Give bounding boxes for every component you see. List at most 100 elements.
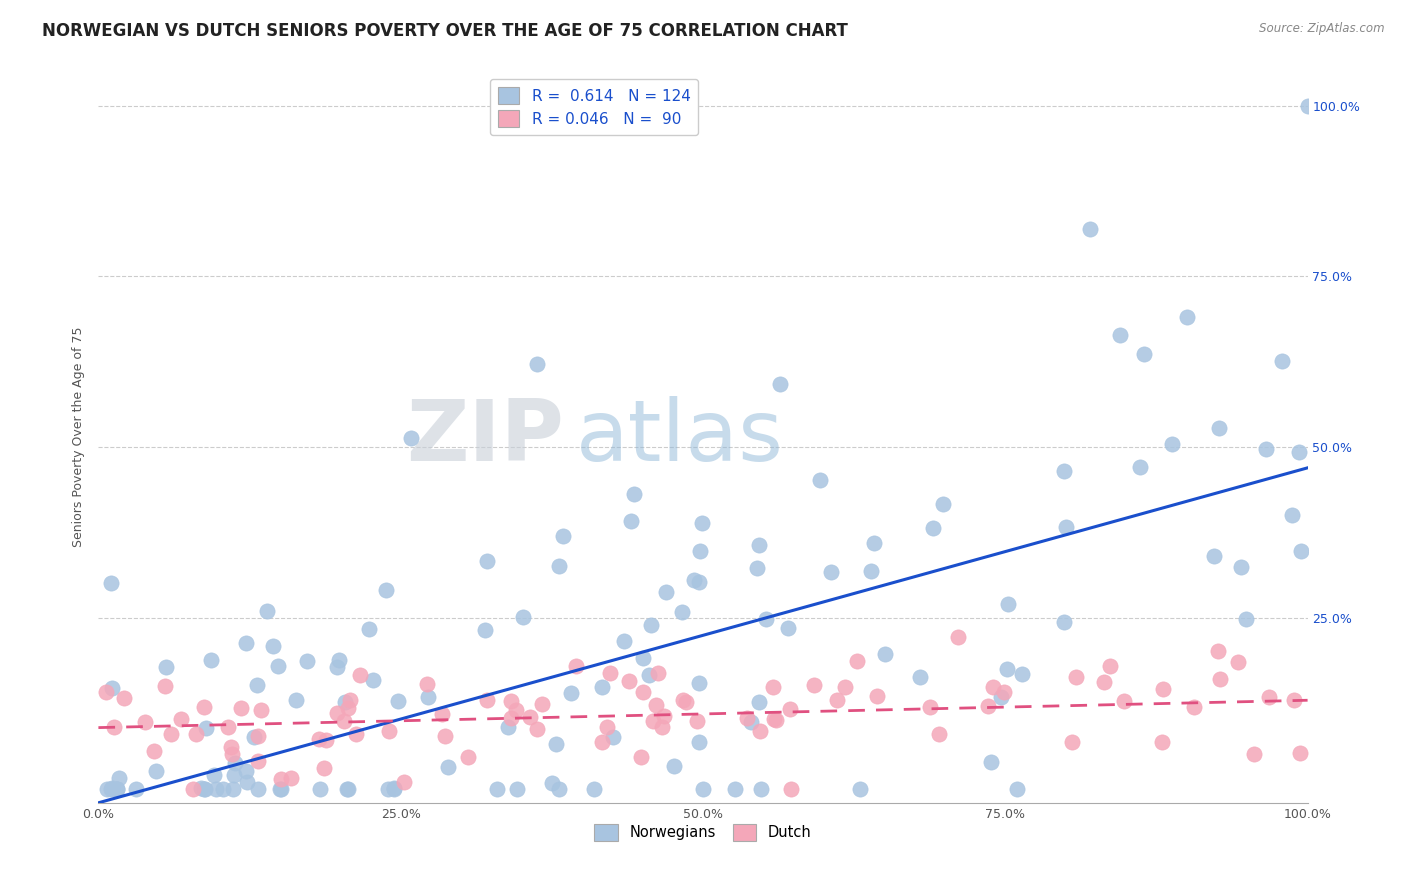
Point <box>100 681 122 695</box>
Point <box>382 781 405 796</box>
Point <box>582 782 605 797</box>
Point <box>190 781 212 796</box>
Point <box>1282 692 1305 706</box>
Point <box>1092 674 1115 689</box>
Point <box>501 694 523 708</box>
Point <box>246 678 269 692</box>
Point <box>748 695 770 709</box>
Point <box>505 703 527 717</box>
Point <box>155 659 177 673</box>
Point <box>560 686 582 700</box>
Point <box>526 722 548 736</box>
Point <box>1281 508 1303 523</box>
Point <box>295 654 318 668</box>
Point <box>1161 437 1184 451</box>
Point <box>1234 612 1257 626</box>
Point <box>541 775 564 789</box>
Point <box>1258 690 1281 704</box>
Point <box>250 703 273 717</box>
Point <box>399 431 422 445</box>
Point <box>1202 549 1225 563</box>
Point <box>918 700 941 714</box>
Point <box>748 538 770 552</box>
Point <box>531 698 554 712</box>
Point <box>392 775 415 789</box>
Point <box>134 714 156 729</box>
Point <box>1208 644 1230 658</box>
Point <box>256 604 278 618</box>
Point <box>779 702 801 716</box>
Point <box>834 680 856 694</box>
Point <box>749 724 772 739</box>
Point <box>654 585 676 599</box>
Point <box>875 647 897 661</box>
Point <box>270 772 292 787</box>
Point <box>105 782 128 797</box>
Point <box>1062 734 1084 748</box>
Legend: Norwegians, Dutch: Norwegians, Dutch <box>588 818 818 847</box>
Point <box>477 554 499 568</box>
Point <box>662 759 685 773</box>
Point <box>326 659 349 673</box>
Point <box>496 721 519 735</box>
Point <box>235 764 257 778</box>
Point <box>976 698 998 713</box>
Point <box>1243 747 1265 761</box>
Text: NORWEGIAN VS DUTCH SENIORS POVERTY OVER THE AGE OF 75 CORRELATION CHART: NORWEGIAN VS DUTCH SENIORS POVERTY OVER … <box>42 22 848 40</box>
Point <box>1011 667 1033 681</box>
Point <box>565 659 588 673</box>
Point <box>689 544 711 558</box>
Point <box>96 782 118 797</box>
Point <box>433 729 456 743</box>
Text: ZIP: ZIP <box>406 395 564 479</box>
Point <box>596 719 619 733</box>
Point <box>599 666 621 681</box>
Point <box>526 357 548 371</box>
Point <box>735 711 758 725</box>
Point <box>1108 327 1130 342</box>
Point <box>194 721 217 735</box>
Point <box>1254 442 1277 457</box>
Point <box>486 782 509 797</box>
Point <box>142 744 165 758</box>
Point <box>112 691 135 706</box>
Point <box>501 711 523 725</box>
Point <box>997 597 1019 611</box>
Point <box>1053 464 1076 478</box>
Point <box>314 761 336 775</box>
Y-axis label: Seniors Poverty Over the Age of 75: Seniors Poverty Over the Age of 75 <box>72 326 86 548</box>
Point <box>229 700 252 714</box>
Point <box>613 633 636 648</box>
Point <box>1152 682 1174 697</box>
Point <box>512 609 534 624</box>
Point <box>633 650 655 665</box>
Point <box>1271 354 1294 368</box>
Point <box>266 659 288 673</box>
Point <box>640 618 662 632</box>
Point <box>765 714 787 728</box>
Point <box>339 693 361 707</box>
Point <box>194 782 217 797</box>
Point <box>620 514 643 528</box>
Point <box>645 698 668 712</box>
Point <box>108 771 131 785</box>
Point <box>333 714 356 728</box>
Point <box>211 782 233 797</box>
Point <box>219 739 242 754</box>
Point <box>181 782 204 797</box>
Point <box>103 720 125 734</box>
Point <box>309 782 332 797</box>
Point <box>269 782 291 797</box>
Point <box>724 782 747 797</box>
Point <box>377 782 399 797</box>
Point <box>980 756 1002 770</box>
Point <box>1230 560 1253 574</box>
Point <box>246 782 269 797</box>
Point <box>217 720 239 734</box>
Point <box>652 709 675 723</box>
Point <box>96 684 118 698</box>
Point <box>820 566 842 580</box>
Point <box>224 756 246 770</box>
Point <box>1053 615 1076 630</box>
Point <box>1296 98 1319 112</box>
